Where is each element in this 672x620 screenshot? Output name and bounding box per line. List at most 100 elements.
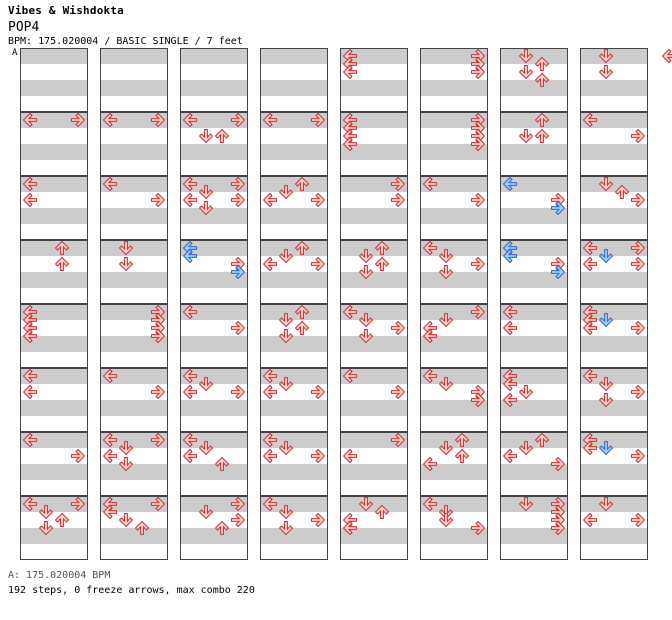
beat-band [340, 496, 408, 512]
step-arrow-left [582, 432, 598, 448]
beat-band [340, 224, 408, 240]
step-arrow-left [582, 320, 598, 336]
step-arrow-left [182, 432, 198, 448]
beat-band [500, 176, 568, 192]
beat-band [500, 528, 568, 544]
step-arrow-left [22, 112, 38, 128]
step-arrow-up [294, 176, 310, 192]
step-arrow-right [310, 112, 326, 128]
beat-band [580, 336, 648, 352]
beat-band [180, 144, 248, 160]
beat-band [260, 336, 328, 352]
beat-band [580, 464, 648, 480]
step-arrow-left [661, 48, 672, 64]
beat-band [20, 368, 88, 384]
beat-band [420, 336, 488, 352]
beat-band [580, 224, 648, 240]
beat-band [180, 368, 248, 384]
step-arrow-right [150, 304, 166, 320]
step-arrow-right [230, 512, 246, 528]
beat-band [580, 352, 648, 368]
step-arrow-left [22, 312, 38, 328]
step-arrow-down [198, 376, 214, 392]
beat-band [340, 240, 408, 256]
step-arrow-down [438, 504, 454, 520]
step-arrow-left [422, 456, 438, 472]
beat-band [340, 464, 408, 480]
step-arrow-up [534, 432, 550, 448]
beat-band [340, 272, 408, 288]
step-arrow-down-blue [598, 312, 614, 328]
beat-band [100, 144, 168, 160]
beat-band [260, 480, 328, 496]
step-arrow-up [134, 520, 150, 536]
step-arrow-up [534, 72, 550, 88]
beat-band [100, 240, 168, 256]
beat-band [100, 64, 168, 80]
beat-band [260, 352, 328, 368]
beat-band [420, 208, 488, 224]
step-arrow-right [230, 112, 246, 128]
step-arrow-down [118, 256, 134, 272]
beat-band [20, 400, 88, 416]
step-arrow-left [102, 504, 118, 520]
step-arrow-left [182, 112, 198, 128]
beat-band [260, 496, 328, 512]
step-arrow-right [470, 304, 486, 320]
step-arrow-left [582, 440, 598, 456]
beat-band [20, 96, 88, 112]
beat-band [180, 400, 248, 416]
step-arrow-down [118, 512, 134, 528]
beat-band [20, 336, 88, 352]
step-arrow-down [518, 440, 534, 456]
step-arrow-right [390, 432, 406, 448]
beat-band [180, 352, 248, 368]
measure [20, 240, 88, 304]
step-arrow-left [422, 496, 438, 512]
beat-band [420, 176, 488, 192]
step-arrow-right [550, 504, 566, 520]
step-arrow-left [262, 496, 278, 512]
beat-band [580, 416, 648, 432]
beat-band [420, 144, 488, 160]
step-arrow-left [342, 128, 358, 144]
beat-band [500, 224, 568, 240]
beat-band [420, 464, 488, 480]
step-arrow-left [262, 192, 278, 208]
step-arrow-up [374, 240, 390, 256]
beat-band [500, 368, 568, 384]
measure [180, 48, 248, 112]
beat-band [100, 160, 168, 176]
step-arrow-down [438, 264, 454, 280]
beat-band [580, 400, 648, 416]
beat-band [340, 416, 408, 432]
beat-band [500, 304, 568, 320]
beat-band [260, 288, 328, 304]
step-arrow-left [22, 328, 38, 344]
beat-band [420, 528, 488, 544]
step-arrow-up [214, 520, 230, 536]
measure [580, 496, 648, 560]
song-title: Vibes & Wishdokta [8, 4, 124, 17]
step-arrow-down [438, 248, 454, 264]
step-arrow-left [22, 304, 38, 320]
step-arrow-down [598, 392, 614, 408]
step-arrow-right [550, 512, 566, 528]
beat-band [260, 128, 328, 144]
beat-band [500, 160, 568, 176]
step-arrow-down [278, 520, 294, 536]
step-arrow-down [198, 184, 214, 200]
beat-band [580, 48, 648, 64]
step-arrow-down [598, 176, 614, 192]
step-arrow-left [582, 256, 598, 272]
step-arrow-down [598, 376, 614, 392]
step-arrow-right [390, 176, 406, 192]
step-arrow-down [278, 248, 294, 264]
beat-band [340, 144, 408, 160]
step-arrow-left [342, 368, 358, 384]
step-arrow-down [438, 312, 454, 328]
footer-bpm-line: A: 175.020004 BPM [8, 570, 111, 581]
step-arrow-down [358, 264, 374, 280]
beat-band [100, 208, 168, 224]
beat-band [580, 64, 648, 80]
